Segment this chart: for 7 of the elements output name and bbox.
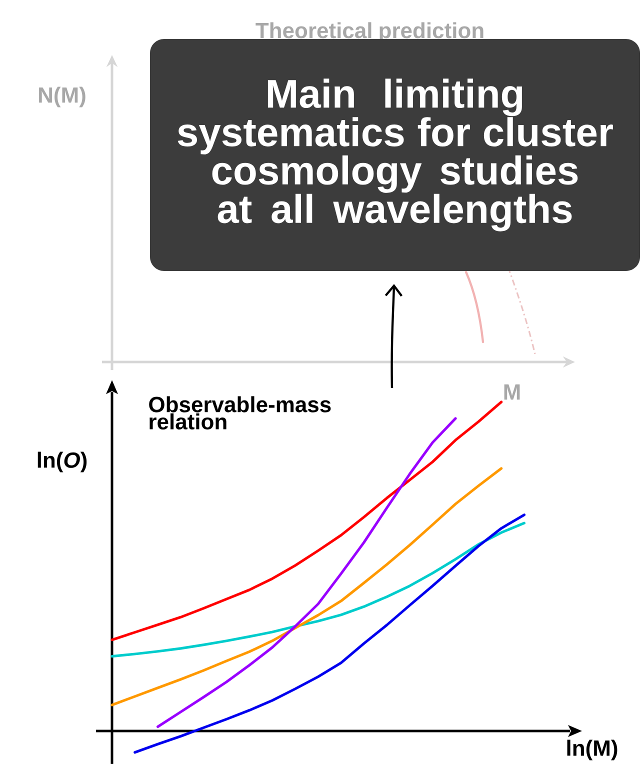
text: Main limiting systematics for cluster cosmology studies at all wavelengths [178,78,613,232]
x-axis-title: ln(M) [567,740,618,760]
text: Theoretical prediction [256,22,484,43]
chart-title: Observable-mass relation [149,396,331,430]
text: M [504,384,520,400]
text: N(M) [39,86,86,108]
y-axis-title: ln(O) [38,452,87,472]
